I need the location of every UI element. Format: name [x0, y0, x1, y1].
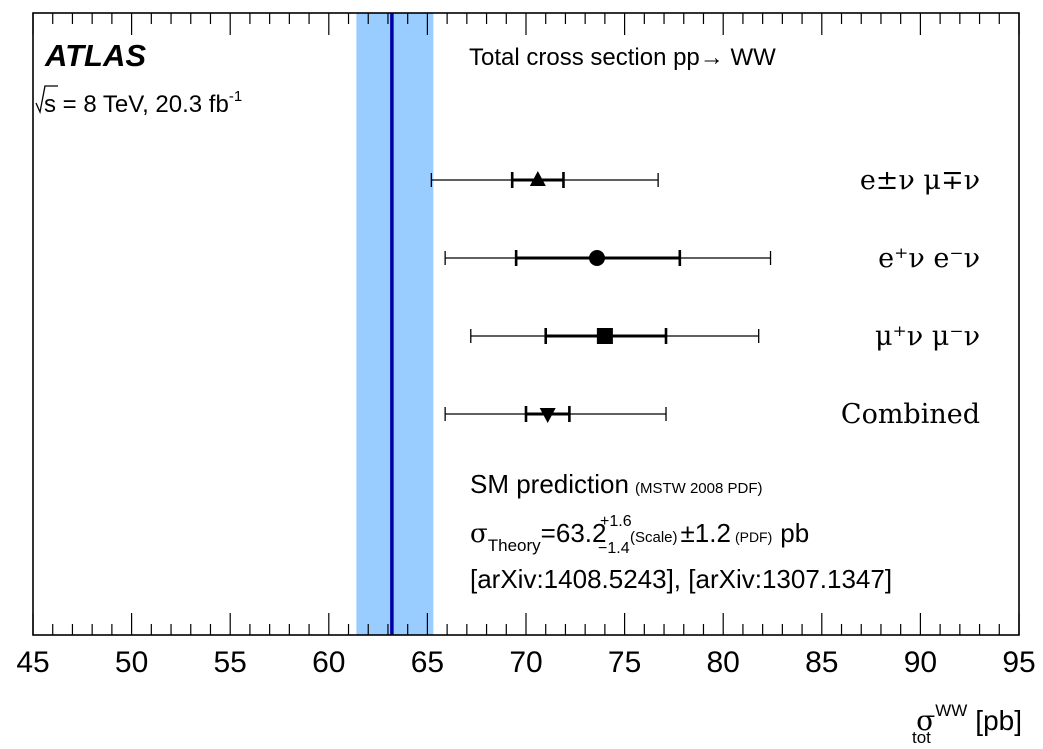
- x-tick-label: 55: [214, 646, 247, 679]
- x-tick-label: 85: [805, 646, 838, 679]
- measurement-row: μ⁺ν μ⁻ν: [470, 321, 980, 352]
- theory-pdf-label: (PDF): [735, 529, 772, 545]
- x-tick-label: 60: [312, 646, 345, 679]
- theory-scale-label: (Scale): [630, 529, 678, 546]
- marker-triangle-down: [539, 408, 556, 423]
- svg-text:σTheory=63.2: σTheory=63.2: [470, 518, 606, 555]
- measurements-group: e±ν μ∓ν e⁺ν e⁻ν μ⁺ν μ⁻ν Combined: [430, 165, 980, 430]
- x-axis-ticks: [32, 13, 1020, 635]
- xlabel-unit: [pb]: [975, 705, 1022, 736]
- theory-uncertainty-band: [356, 13, 434, 635]
- x-tick-label: 45: [16, 646, 49, 679]
- theory-subscript: Theory: [488, 536, 541, 555]
- measurement-row: e±ν μ∓ν: [430, 165, 980, 196]
- measurement-label: Combined: [841, 399, 980, 430]
- theory-unit: pb: [780, 518, 809, 548]
- theory-value: =63.2: [541, 518, 607, 548]
- xlabel-symbol: σ: [916, 704, 935, 737]
- x-tick-label: 50: [115, 646, 148, 679]
- theory-pdf-error: ±1.2: [681, 518, 731, 548]
- x-axis-tick-labels: 45 50 55 60 65 70 75 80 85 90 95: [16, 646, 1035, 679]
- theory-up-error: +1.6: [600, 513, 632, 530]
- experiment-label: ATLAS: [44, 38, 146, 73]
- x-tick-label: 95: [1002, 646, 1035, 679]
- svg-text:s = 8 TeV, 20.3 fb-1: s = 8 TeV, 20.3 fb-1: [44, 88, 242, 118]
- x-axis-label: σWW [pb] tot: [912, 701, 1022, 747]
- theory-sigma-symbol: σ: [470, 519, 488, 549]
- theory-title: SM prediction: [470, 469, 629, 499]
- theory-pdf-set: (MSTW 2008 PDF): [635, 480, 763, 497]
- theory-down-error: −1.4: [598, 540, 630, 557]
- x-tick-label: 70: [509, 646, 542, 679]
- x-tick-label: 90: [904, 646, 937, 679]
- measurement-label: e±ν μ∓ν: [860, 165, 980, 196]
- lumi-exponent: -1: [229, 88, 242, 105]
- svg-text:σWW[pb]: σWW [pb]: [916, 701, 1022, 737]
- marker-triangle-up: [529, 171, 546, 186]
- energy-lumi-text: s = 8 TeV, 20.3 fb: [44, 91, 229, 118]
- x-tick-label: 80: [707, 646, 740, 679]
- marker-circle: [588, 250, 605, 266]
- measurement-row: Combined: [444, 399, 980, 430]
- measurement-label: μ⁺ν μ⁻ν: [875, 321, 980, 352]
- marker-square: [596, 328, 613, 344]
- xlabel-superscript: WW: [935, 701, 967, 720]
- energy-lumi-label: s = 8 TeV, 20.3 fb-1: [35, 85, 242, 118]
- chart-title: Total cross section pp→ WW: [469, 44, 776, 71]
- measurement-label: e⁺ν e⁻ν: [878, 243, 980, 274]
- theory-references: [arXiv:1408.5243], [arXiv:1307.1347]: [470, 564, 892, 594]
- xlabel-subscript: tot: [912, 728, 931, 747]
- measurement-row: e⁺ν e⁻ν: [444, 243, 980, 274]
- theory-text-block: SM prediction (MSTW 2008 PDF) σTheory=63.…: [470, 469, 892, 594]
- x-tick-label: 65: [411, 646, 444, 679]
- x-tick-label: 75: [608, 646, 641, 679]
- svg-text:(Scale)±1.2(PDF)pb: (Scale) ±1.2 (PDF) pb: [630, 518, 809, 548]
- svg-text:SM prediction(MSTW 2008 PDF): SM prediction (MSTW 2008 PDF): [470, 469, 762, 499]
